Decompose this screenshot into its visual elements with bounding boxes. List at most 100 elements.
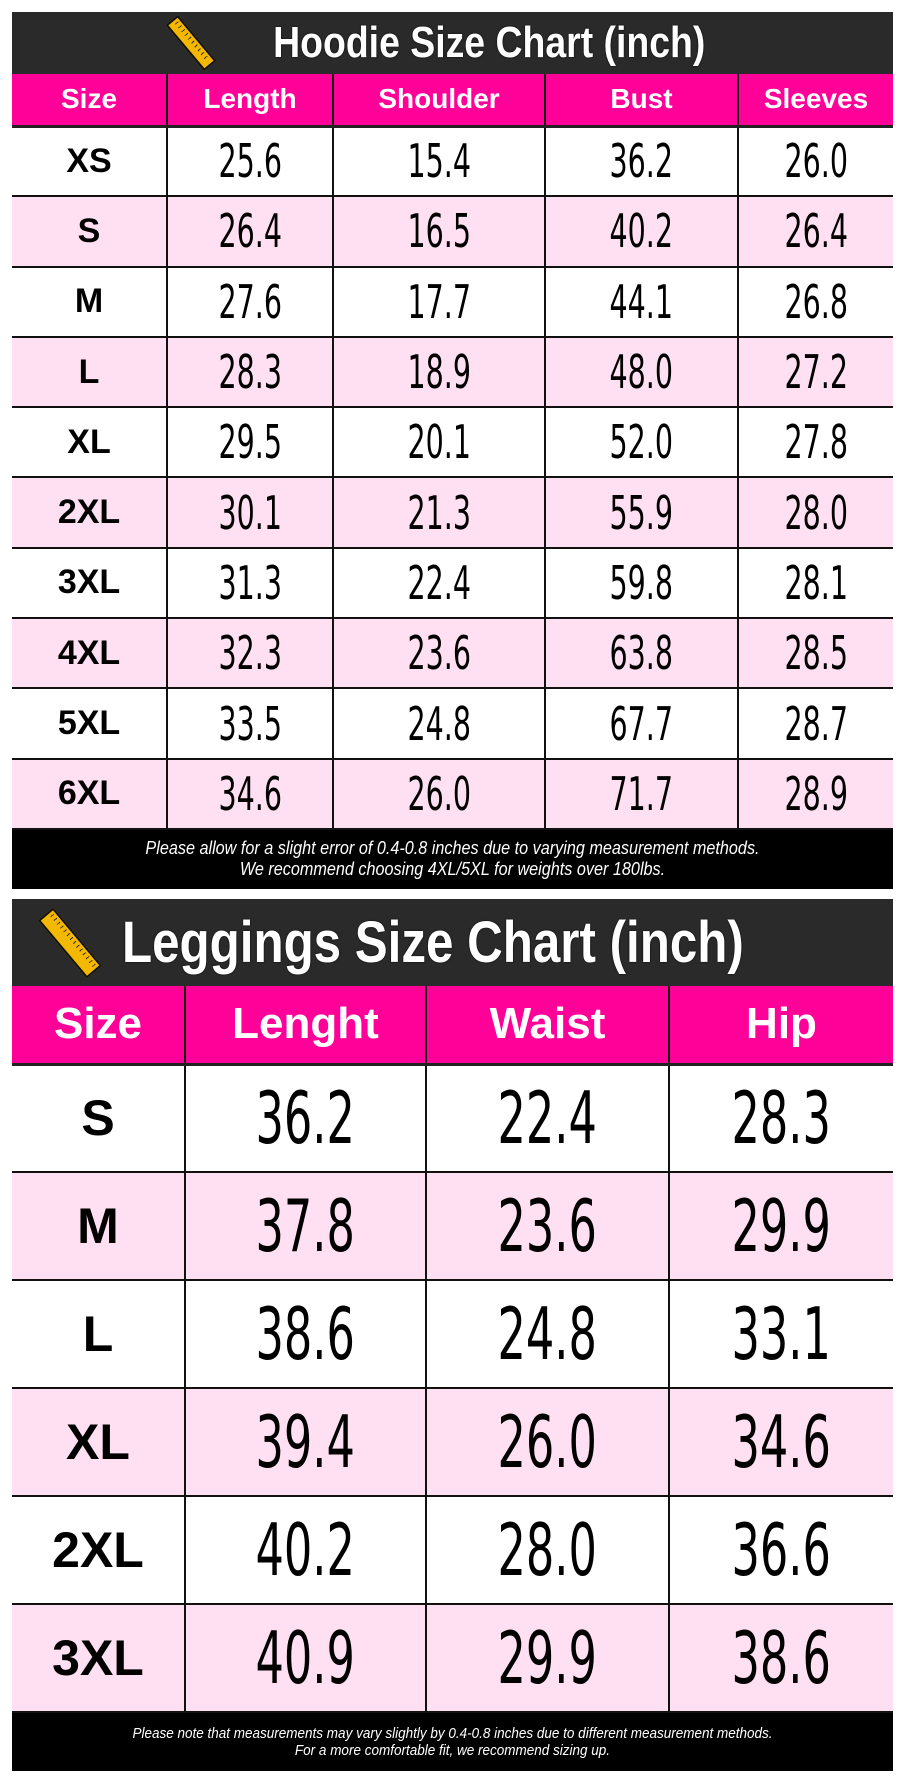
- size-cell: 6XL: [12, 757, 168, 830]
- measurement-value: 38.6: [731, 1616, 832, 1700]
- measurement-value: 26.8: [784, 274, 848, 329]
- measurement-value: 20.1: [407, 415, 471, 470]
- measurement-cell: 27.2: [737, 335, 893, 409]
- table-row: S 36.2 22.4 28.3: [12, 1063, 893, 1173]
- size-cell: 4XL: [12, 617, 168, 690]
- measurement-cell: 48.0: [544, 335, 739, 409]
- measurement-value: 28.1: [784, 555, 848, 610]
- measurement-cell: 38.6: [668, 1603, 893, 1713]
- measurement-cell: 40.9: [184, 1603, 427, 1713]
- leggings-title: Leggings Size Chart (inch): [122, 910, 744, 975]
- size-cell: M: [12, 265, 168, 338]
- size-cell: L: [12, 335, 168, 409]
- size-cell: XL: [12, 406, 168, 479]
- size-cell: XL: [12, 1387, 186, 1497]
- size-label: L: [82, 1306, 114, 1362]
- measurement-cell: 40.2: [184, 1495, 427, 1605]
- column-header: Waist: [425, 986, 670, 1066]
- table-row: M 37.8 23.6 29.9: [12, 1171, 893, 1281]
- measurement-value: 36.2: [255, 1076, 356, 1161]
- size-label: 2XL: [52, 1522, 144, 1578]
- size-cell: 2XL: [12, 1495, 186, 1605]
- column-header: Sleeves: [737, 74, 893, 128]
- measurement-cell: 28.1: [737, 546, 893, 620]
- hoodie-title: Hoodie Size Chart (inch): [273, 18, 706, 67]
- size-label: XL: [66, 1414, 130, 1470]
- measurement-cell: 15.4: [332, 124, 546, 198]
- measurement-value: 25.6: [218, 134, 282, 189]
- measurement-value: 17.7: [407, 274, 471, 329]
- size-cell: S: [12, 1063, 186, 1173]
- measurement-cell: 27.6: [166, 265, 334, 338]
- measurement-cell: 39.4: [184, 1387, 427, 1497]
- table-row: 2XL 40.2 28.0 36.6: [12, 1495, 893, 1605]
- measurement-value: 55.9: [609, 485, 674, 540]
- measurement-cell: 36.2: [184, 1063, 427, 1173]
- size-label: 3XL: [52, 1630, 144, 1686]
- measurement-value: 33.1: [731, 1292, 832, 1376]
- measurement-value: 40.2: [609, 204, 674, 259]
- measurement-value: 37.8: [255, 1184, 356, 1268]
- measurement-cell: 28.5: [737, 617, 893, 690]
- size-label: M: [74, 282, 104, 321]
- table-row: L 28.3 18.9 48.0 27.2: [12, 335, 893, 409]
- leggings-table: Size Lenght Waist Hip S 36.2 22.4 28.3 M 37.8 23.…: [12, 986, 893, 1713]
- table-row: XL 29.5 20.1 52.0 27.8: [12, 406, 893, 479]
- column-header: Size: [12, 986, 186, 1066]
- measurement-cell: 26.0: [737, 124, 893, 198]
- measurement-cell: 55.9: [544, 476, 739, 549]
- measurement-cell: 33.1: [668, 1279, 893, 1389]
- measurement-cell: 28.0: [425, 1495, 670, 1605]
- measurement-cell: 32.3: [166, 617, 334, 690]
- measurement-cell: 33.5: [166, 687, 334, 760]
- measurement-cell: 22.4: [425, 1063, 670, 1173]
- measurement-cell: 30.1: [166, 476, 334, 549]
- table-row: L 38.6 24.8 33.1: [12, 1279, 893, 1389]
- measurement-value: 28.7: [784, 696, 848, 751]
- measurement-value: 39.4: [255, 1400, 356, 1484]
- measurement-cell: 26.0: [332, 757, 546, 830]
- measurement-value: 36.2: [609, 134, 674, 189]
- measurement-cell: 37.8: [184, 1171, 427, 1281]
- measurement-cell: 67.7: [544, 687, 739, 760]
- measurement-cell: 28.7: [737, 687, 893, 760]
- measurement-value: 40.2: [255, 1508, 356, 1592]
- measurement-value: 28.3: [731, 1076, 832, 1161]
- ruler-icon: [165, 14, 217, 72]
- measurement-value: 18.9: [407, 345, 471, 400]
- measurement-cell: 36.6: [668, 1495, 893, 1605]
- measurement-value: 26.0: [784, 134, 848, 189]
- size-cell: 2XL: [12, 476, 168, 549]
- size-cell: S: [12, 195, 168, 268]
- table-row: 3XL 31.3 22.4 59.8 28.1: [12, 546, 893, 620]
- measurement-cell: 20.1: [332, 406, 546, 479]
- measurement-cell: 21.3: [332, 476, 546, 549]
- measurement-cell: 26.4: [166, 195, 334, 268]
- measurement-value: 71.7: [609, 766, 674, 821]
- size-cell: 3XL: [12, 1603, 186, 1713]
- measurement-value: 26.0: [497, 1400, 598, 1484]
- measurement-cell: 59.8: [544, 546, 739, 620]
- measurement-cell: 29.9: [425, 1603, 670, 1713]
- measurement-value: 28.9: [784, 766, 848, 821]
- measurement-value: 26.4: [218, 204, 282, 259]
- measurement-value: 16.5: [407, 204, 471, 259]
- leggings-note-1: Please note that measurements may vary s…: [132, 1725, 773, 1742]
- leggings-footnote: Please note that measurements may vary s…: [12, 1713, 893, 1771]
- measurement-value: 29.9: [497, 1616, 598, 1700]
- table-row: 6XL 34.6 26.0 71.7 28.9: [12, 757, 893, 830]
- size-label: 6XL: [57, 774, 121, 813]
- hoodie-note-1: Please allow for a slight error of 0.4-0…: [145, 838, 760, 859]
- measurement-value: 28.3: [218, 345, 282, 400]
- measurement-value: 27.6: [218, 274, 282, 329]
- measurement-cell: 28.0: [737, 476, 893, 549]
- size-cell: M: [12, 1171, 186, 1281]
- leggings-note-2: For a more comfortable fit, we recommend…: [294, 1742, 611, 1759]
- measurement-value: 26.0: [407, 766, 471, 821]
- column-header: Bust: [544, 74, 739, 128]
- hoodie-title-bar: Hoodie Size Chart (inch): [12, 12, 893, 74]
- measurement-cell: 28.9: [737, 757, 893, 830]
- measurement-value: 33.5: [218, 696, 282, 751]
- measurement-value: 28.5: [784, 626, 848, 681]
- measurement-cell: 18.9: [332, 335, 546, 409]
